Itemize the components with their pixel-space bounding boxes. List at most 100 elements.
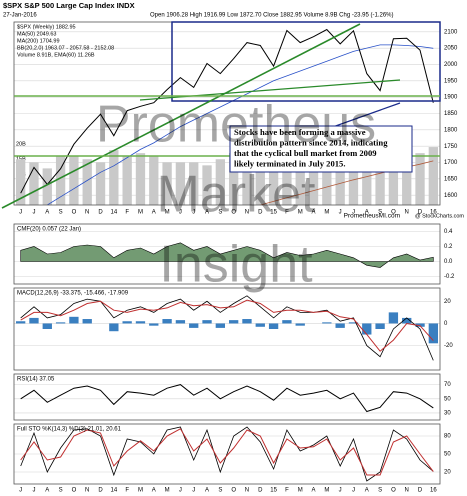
y-tick-label: 50 [444, 452, 451, 458]
x-tick-label: M [324, 210, 329, 216]
bar [162, 162, 172, 205]
bar [135, 153, 146, 205]
bar [428, 323, 439, 344]
x-tick-label: J [179, 210, 182, 216]
x-tick-label: M [298, 210, 303, 216]
annotation-text: Stocks have been forming a massive [234, 127, 366, 137]
y-tick-label: 1600 [444, 193, 458, 199]
trendline [1, 23, 361, 209]
x-tick-label: F [285, 488, 289, 494]
panel-title: MACD(12,26,9) -33.375, -15.466, -17.909 [17, 291, 129, 297]
source: PrometheusMI.com [344, 213, 400, 220]
y-tick-label: 1950 [444, 78, 458, 84]
bar [95, 162, 106, 205]
y-tick-label: 0.0 [444, 259, 453, 265]
bar [149, 156, 159, 205]
x-tick-label: 16 [430, 210, 437, 216]
x-tick-label: D [258, 488, 263, 494]
marks [15, 28, 439, 205]
y-tick-label: 50 [444, 396, 451, 402]
x-tick-label: A [312, 210, 316, 216]
y-tick-label: 80 [444, 434, 451, 440]
panel-frame [13, 223, 441, 285]
line [20, 295, 434, 361]
x-tick-label: J [352, 488, 355, 494]
x-tick-label: O [391, 210, 396, 216]
line [20, 384, 434, 413]
y-tick-label: 0 [444, 321, 448, 327]
x-tick-label: J [179, 488, 182, 494]
line [46, 44, 434, 205]
panel-frame [13, 287, 441, 371]
line [20, 428, 434, 476]
bar [189, 162, 199, 205]
x-tick-label: S [59, 488, 63, 494]
y-tick-label: 1650 [444, 176, 458, 182]
marks [20, 384, 434, 413]
bar [375, 323, 385, 329]
bar [322, 322, 332, 324]
bar [82, 159, 92, 205]
x-tick-label: M [298, 488, 303, 494]
y-tick-label: 1700 [444, 160, 458, 166]
x-tick-label: J [339, 210, 342, 216]
bar [348, 322, 359, 324]
marks [20, 426, 434, 482]
x-tick-label: S [218, 210, 222, 216]
x-tick-label: N [85, 210, 89, 216]
x-tick-label: A [205, 488, 209, 494]
bar [109, 323, 119, 332]
legend-entry: Volume 8.91B, EMA(60) 11.26B [17, 52, 95, 58]
y2-tick-label: 20B [16, 141, 26, 147]
bar [375, 147, 385, 205]
x-tick-label: 16 [430, 488, 437, 494]
y-tick-label: 2000 [444, 62, 458, 68]
bar [42, 323, 52, 329]
x-tick-label: D [418, 488, 423, 494]
bar [295, 156, 305, 205]
x-tick-label: 14 [111, 488, 118, 494]
x-tick-label: M [165, 210, 170, 216]
bar [348, 162, 359, 205]
y-tick-label: -20 [444, 343, 453, 349]
marks [15, 295, 439, 361]
y-tick-label: 1800 [444, 127, 458, 133]
legend-entry: $SPX (Weekly) 1882.95 [17, 24, 76, 30]
bar [388, 153, 399, 205]
bar [69, 156, 79, 205]
x-tick-label: A [205, 210, 209, 216]
bar [268, 150, 279, 205]
bar [109, 150, 119, 205]
y-tick-label: 0.2 [444, 244, 453, 250]
y-tick-label: 30 [444, 411, 451, 417]
x-tick-label: N [405, 488, 409, 494]
x-tick-label: J [352, 210, 355, 216]
bar [255, 156, 265, 205]
distribution-box [171, 21, 441, 102]
x-tick-label: N [245, 210, 249, 216]
x-tick-label: A [45, 210, 49, 216]
x-tick-label: S [59, 210, 63, 216]
bar [15, 321, 26, 324]
bar [242, 319, 252, 324]
y-tick-label: 20 [444, 299, 451, 305]
x-tick-label: N [405, 210, 409, 216]
bar [202, 320, 212, 324]
bar [55, 156, 66, 205]
x-tick-label: 14 [111, 210, 118, 216]
bar [362, 323, 372, 335]
x-tick-label: A [365, 210, 369, 216]
bar [122, 156, 132, 205]
bar [122, 321, 132, 324]
y-tick-label: 2100 [444, 29, 458, 35]
bar [69, 316, 79, 324]
legend-entry: MA(200) 1704.99 [17, 38, 60, 44]
x-tick-label: M [138, 488, 143, 494]
x-tick-label: 15 [270, 488, 277, 494]
panel-title: Full STO %K(14,3) %D(3) 21.01, 20.61 [17, 427, 122, 433]
panel-title: RSI(14) 37.05 [17, 377, 55, 383]
y-tick-label: -0.2 [444, 274, 455, 280]
x-tick-label: A [45, 488, 49, 494]
y-tick-label: 20 [444, 470, 451, 476]
